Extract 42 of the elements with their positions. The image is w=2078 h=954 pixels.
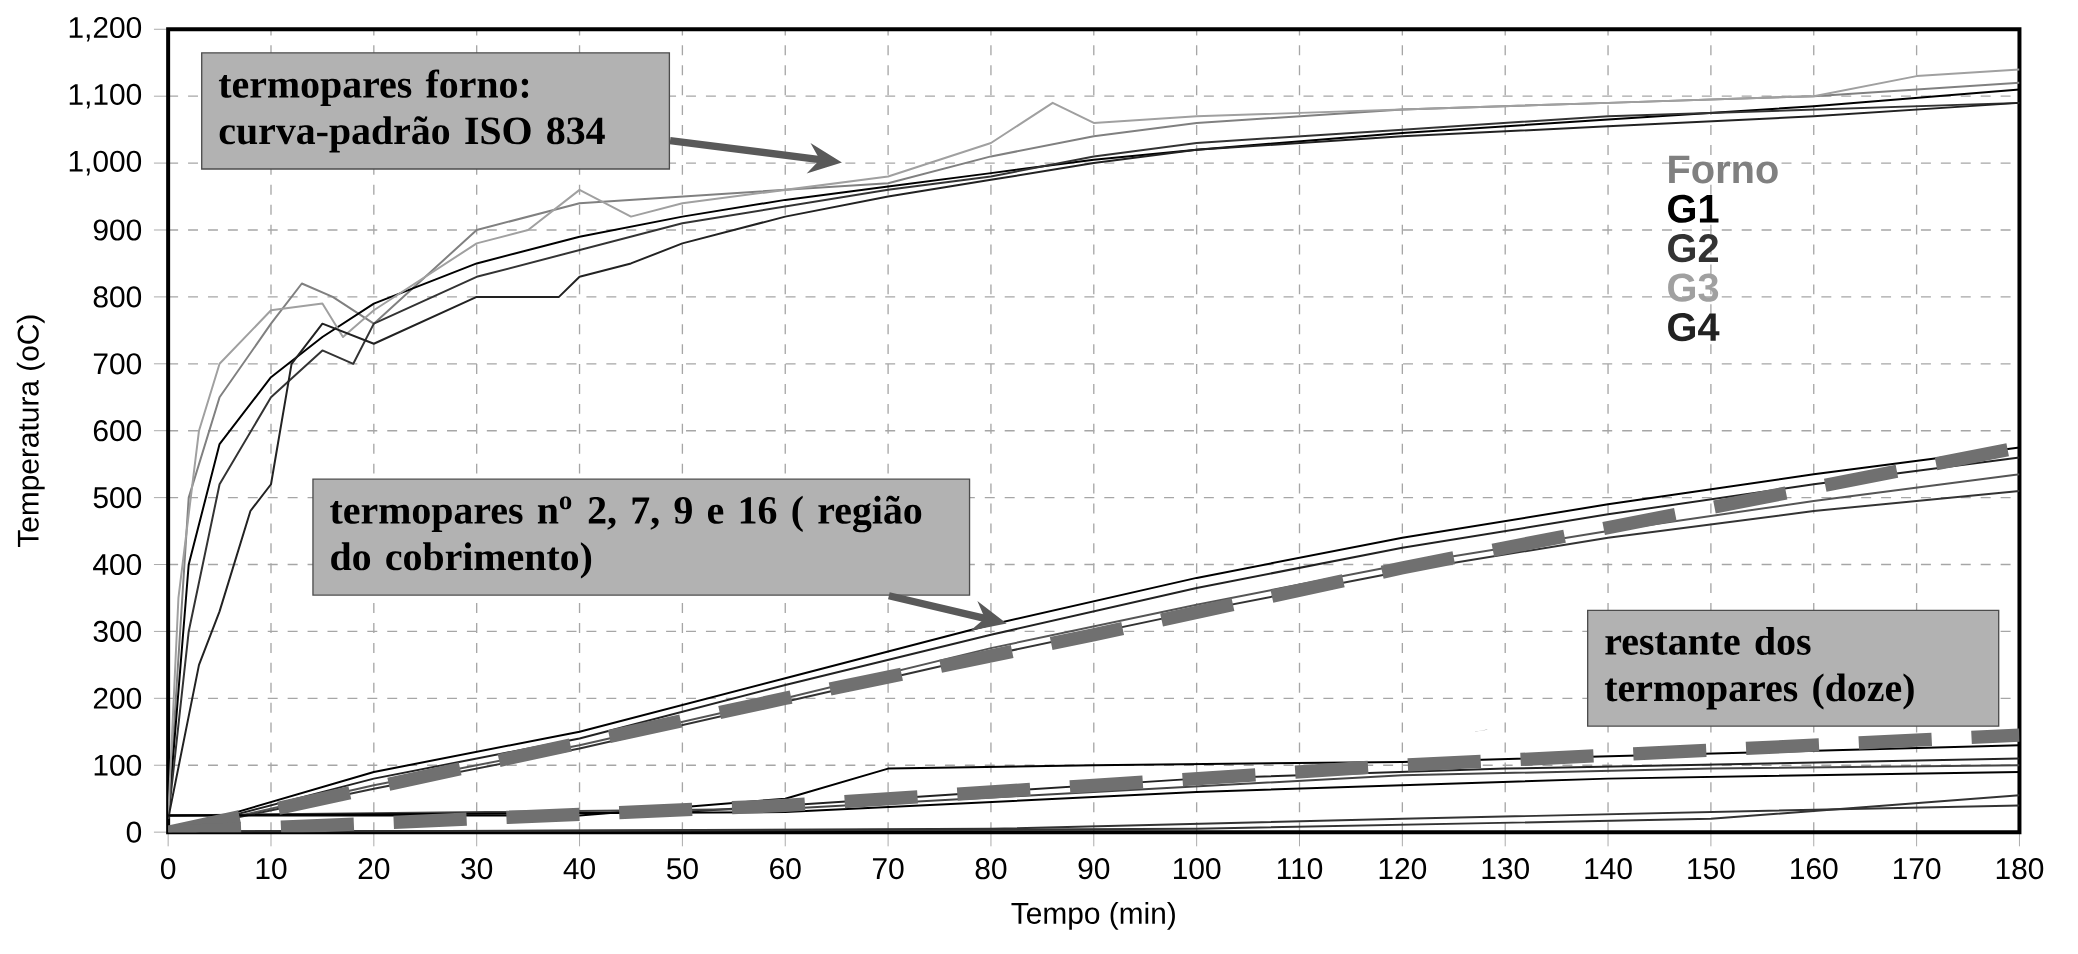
y-tick-label: 100 xyxy=(94,754,142,776)
y-tick-label: 900 xyxy=(93,219,142,241)
y-tick-label: 700 xyxy=(93,353,142,375)
x-tick-label: 0 xyxy=(160,858,176,880)
x-tick-label: 30 xyxy=(461,858,493,880)
x-tick-label: 110 xyxy=(1277,858,1323,880)
x-tick-label: 20 xyxy=(358,858,390,880)
y-tick-label: 1,000 xyxy=(69,150,142,176)
x-axis-title: Tempo (min) xyxy=(1011,901,1175,930)
y-tick-label: 400 xyxy=(93,553,142,576)
x-tick-label: 140 xyxy=(1585,858,1632,880)
x-tick-label: 40 xyxy=(563,858,595,880)
y-axis-title: Temperatura (oC) xyxy=(16,315,45,548)
y-tick-label: 1,200 xyxy=(69,16,142,42)
text: G3 xyxy=(1668,273,1719,302)
y-tick-label: 300 xyxy=(93,620,142,643)
series-label: G1 xyxy=(1668,194,1719,223)
y-tick-label: 0 xyxy=(126,821,142,843)
x-tick-label: 60 xyxy=(770,858,801,880)
y-tick-label: 1,100 xyxy=(69,83,142,109)
x-tick-label: 10 xyxy=(256,858,287,880)
text: G4 xyxy=(1668,312,1720,342)
annotation: termopares forno: curva-padrão ISO 834 xyxy=(218,69,605,153)
x-tick-label: 80 xyxy=(975,858,1007,880)
y-tick-label: 800 xyxy=(93,286,142,308)
x-tick-label: 160 xyxy=(1791,858,1838,880)
y-tick-label: 500 xyxy=(93,487,142,509)
y-tick-label: 600 xyxy=(93,420,142,442)
x-tick-label: 50 xyxy=(666,858,698,880)
series-label: Forno xyxy=(1669,155,1778,184)
annotation: restante dos termopares (doze) xyxy=(1604,626,1914,710)
x-tick-label: 180 xyxy=(1996,858,2044,880)
annotation: termopares n$^{o}$ 2, 7, 9 e 16 ( região do cobrimento) xyxy=(330,495,922,579)
text: G2 xyxy=(1668,234,1719,263)
x-tick-label: 150 xyxy=(1688,858,1735,880)
x-tick-label: 120 xyxy=(1379,858,1427,880)
x-tick-label: 130 xyxy=(1482,858,1529,880)
x-tick-label: 70 xyxy=(872,858,904,880)
y-tick-label: 200 xyxy=(93,687,142,709)
x-tick-label: 90 xyxy=(1078,858,1110,880)
x-tick-label: 100 xyxy=(1174,858,1221,880)
x-tick-label: 170 xyxy=(1893,858,1941,880)
